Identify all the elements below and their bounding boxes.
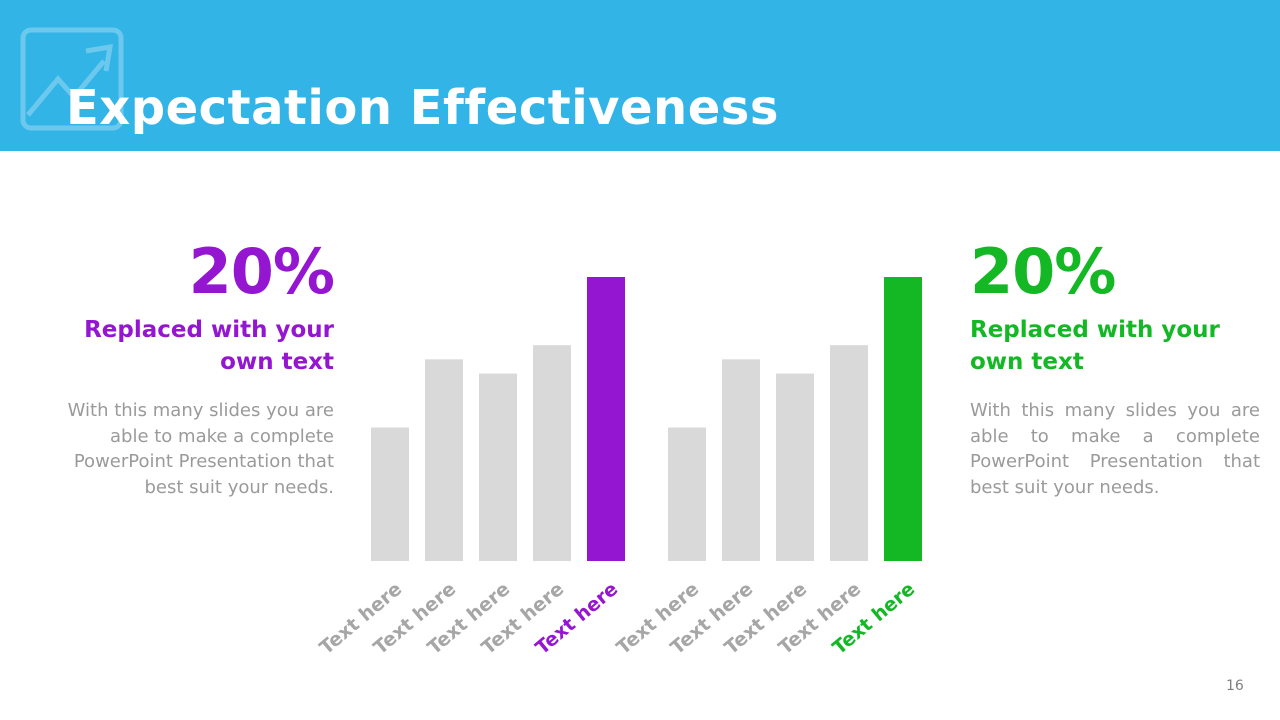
chart1-bar-1 bbox=[371, 427, 409, 561]
right-stat-heading-line2: own text bbox=[970, 349, 1084, 375]
right-stat-body: With this many slides you are able to ma… bbox=[970, 400, 1260, 498]
chart2-bar-3 bbox=[776, 373, 814, 561]
chart1-bar-2 bbox=[425, 359, 463, 561]
right-stat-heading-line1: Replaced with your bbox=[970, 317, 1220, 343]
chart1-bar-4 bbox=[533, 345, 571, 561]
chart1-bar-3 bbox=[479, 373, 517, 561]
trend-chart-icon bbox=[20, 27, 124, 131]
header-bar: Expectation Effectiveness bbox=[0, 0, 1280, 151]
right-stat-block: 20% Replaced with your own text With thi… bbox=[970, 232, 1270, 500]
left-stat-heading: Replaced with your own text bbox=[34, 314, 334, 378]
left-stat-body: With this many slides you are able to ma… bbox=[67, 400, 334, 498]
chart2-bar-5 bbox=[884, 277, 922, 561]
chart2-bar-2 bbox=[722, 359, 760, 561]
left-stat-percent: 20% bbox=[188, 235, 335, 308]
left-stat-block: 20% Replaced with your own text With thi… bbox=[34, 232, 335, 500]
chart2-bar-1 bbox=[668, 427, 706, 561]
page-number: 16 bbox=[1226, 678, 1244, 694]
left-stat-heading-line2: own text bbox=[220, 349, 334, 375]
page-title: Expectation Effectiveness bbox=[66, 80, 779, 136]
right-stat-heading: Replaced with your own text bbox=[970, 314, 1270, 378]
left-stat-heading-line1: Replaced with your bbox=[84, 317, 334, 343]
chart1-bar-5 bbox=[587, 277, 625, 561]
chart2-bar-4 bbox=[830, 345, 868, 561]
right-stat-percent: 20% bbox=[970, 235, 1116, 308]
